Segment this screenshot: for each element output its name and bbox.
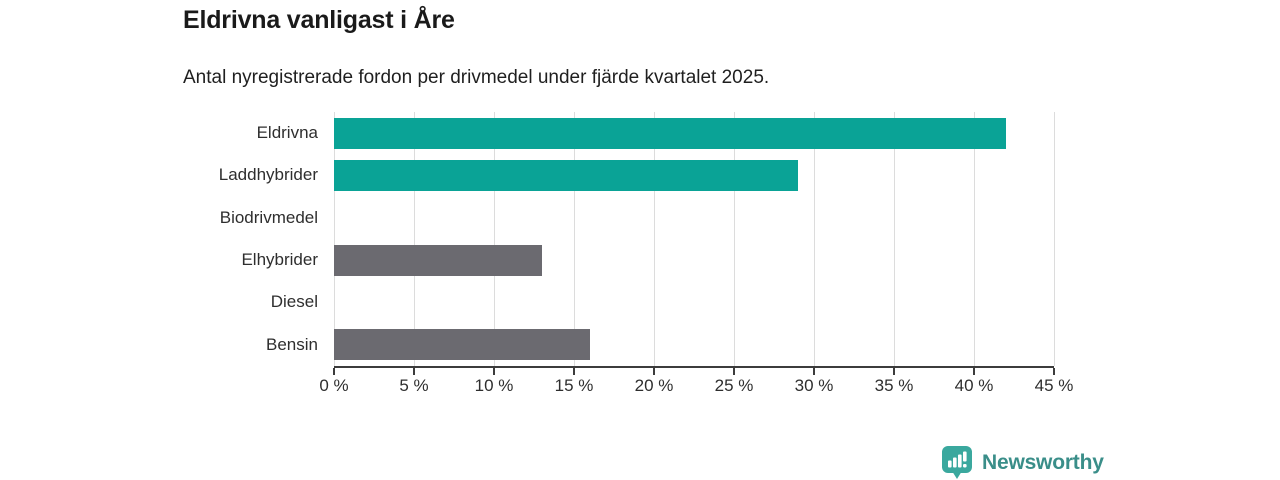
x-tick-label: 30 % [794,376,834,395]
newsworthy-logo: Newsworthy [941,445,1104,480]
x-axis: 0 % 5 % 10 % 15 % 20 % 25 % 30 % 35 % 40 % 45 % [319,368,1073,402]
chart-subtitle: Antal nyregistrerade fordon per drivmede… [183,67,770,88]
bar [334,244,542,276]
x-tick-label: 45 % [1034,376,1074,395]
category-label: Elhybrider [241,250,318,270]
category-label: Bensin [266,334,318,354]
gridline [413,112,415,366]
x-tick-label: 10 % [474,376,514,395]
axis-tick [333,368,335,375]
bar [334,160,798,191]
axis-tick [813,368,815,375]
gridline [493,112,495,366]
axis-tick [1053,368,1055,375]
category-label: Eldrivna [256,123,318,143]
newsworthy-icon [942,446,972,479]
category-label: Diesel [270,292,318,312]
logo-pin-shape [942,446,972,479]
gridline [813,112,815,366]
axis-tick [893,368,895,375]
x-tick-label: 40 % [954,376,994,395]
plot-area: Eldrivna Laddhybrider Biodrivmedel Elhybrid… [219,112,1055,368]
gridline [653,112,655,366]
axis-tick [493,368,495,375]
gridline [733,112,735,366]
gridline [333,112,335,366]
chart-title: Eldrivna vanligast i Åre [183,6,455,34]
axis-tick [653,368,655,375]
axis-tick [973,368,975,375]
x-tick-label: 35 % [874,376,914,395]
logo-bars-glyph [948,451,967,468]
bar [334,117,1006,149]
gridline [1053,112,1055,366]
x-tick-label: 15 % [554,376,594,395]
x-tick-label: 5 % [399,376,429,395]
category-label: Laddhybrider [218,165,318,185]
axis-tick [733,368,735,375]
gridline [893,112,895,366]
x-tick-label: 0 % [319,376,349,395]
axis-tick [413,368,415,375]
axis-tick [573,368,575,375]
x-tick-label: 25 % [714,376,754,395]
gridline [973,112,975,366]
brand-name: Newsworthy [982,450,1104,474]
bar [334,329,590,361]
category-label: Biodrivmedel [219,207,318,227]
x-tick-label: 20 % [634,376,674,395]
gridline [573,112,575,366]
